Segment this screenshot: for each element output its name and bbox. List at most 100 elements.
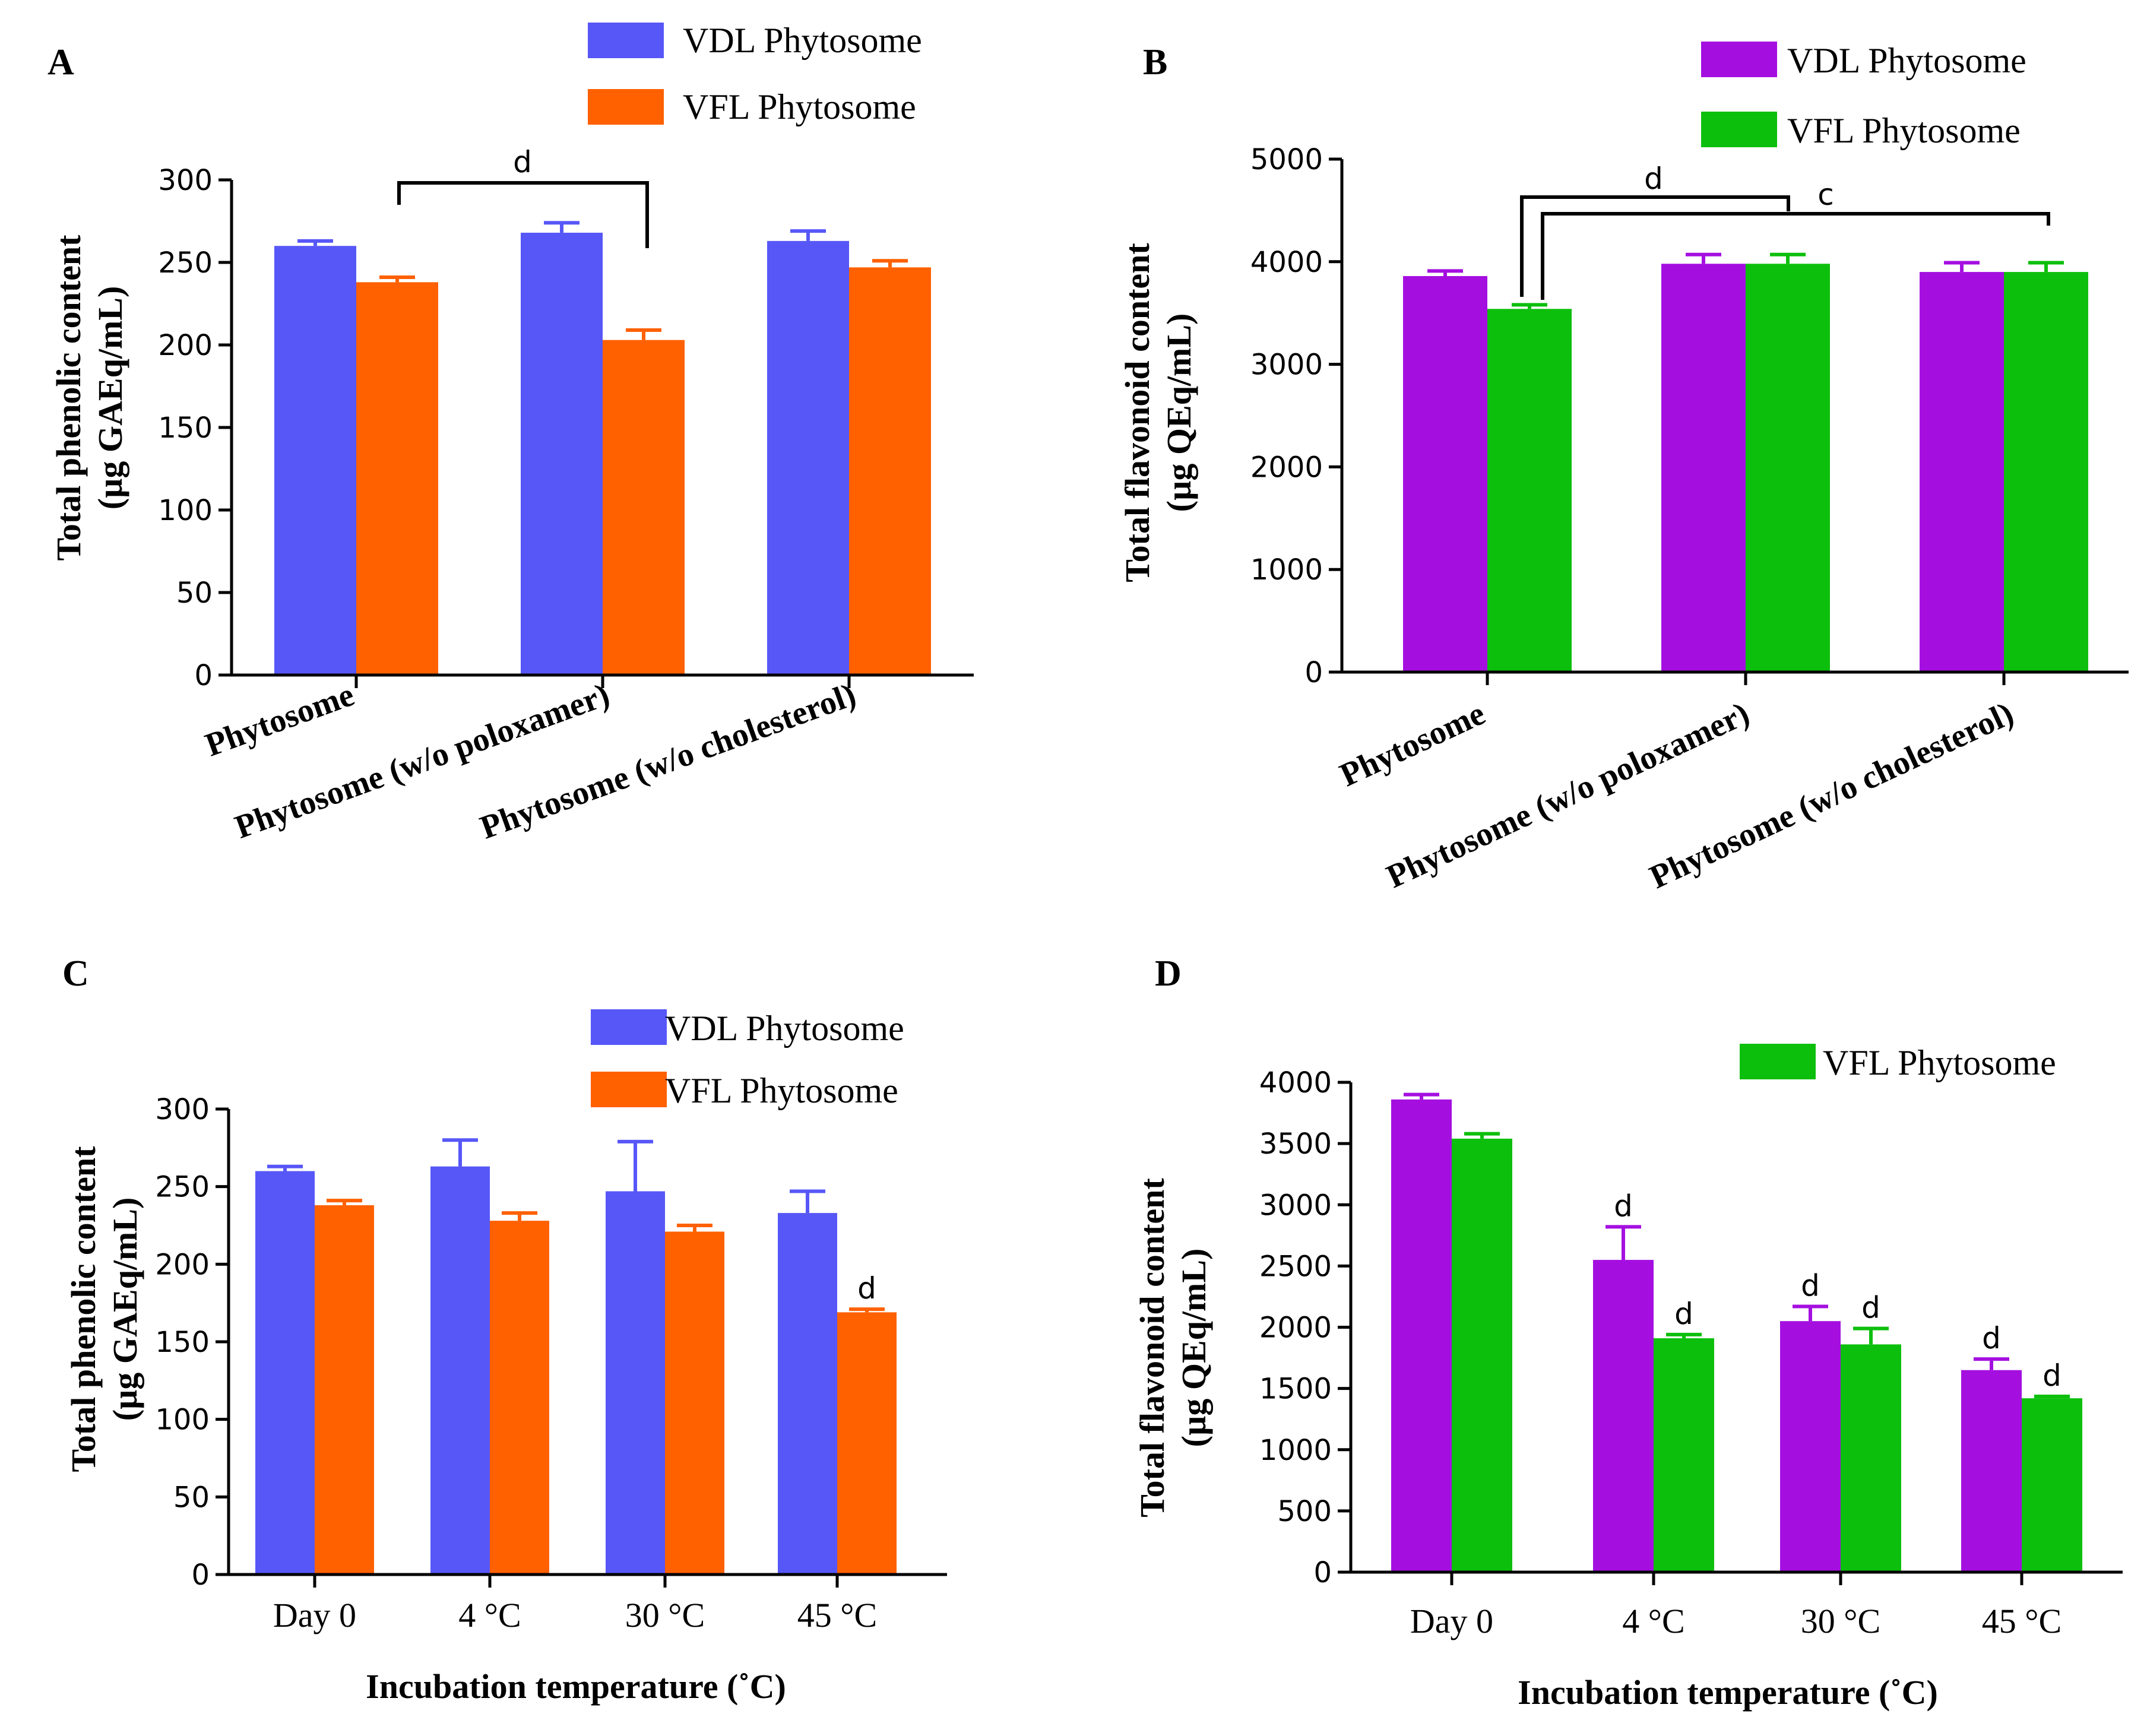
panel-c-legend: VDL Phytosome VFL Phytosome (591, 1009, 904, 1110)
bar (665, 1231, 724, 1575)
bar (767, 240, 849, 675)
panel-c-label: C (62, 953, 89, 994)
y-tick-label: 1500 (1259, 1373, 1332, 1406)
y-tick-label: 100 (155, 1404, 210, 1437)
significance-bracket (397, 181, 649, 248)
y-tick-label: 500 (1277, 1495, 1332, 1528)
panel-b-significance: d c (1520, 161, 2050, 300)
y-tick-label: 0 (1304, 656, 1323, 689)
panel-b-plot: 0 1000 2000 3000 4000 5000 (1250, 143, 2129, 689)
bar (1452, 1138, 1512, 1572)
bar (606, 1191, 665, 1575)
bar (255, 1171, 315, 1575)
significance-bracket-c (1541, 212, 2050, 300)
bar-significance-label: d (2042, 1358, 2062, 1393)
ylabel-line2: (µg GAEq/mL) (91, 286, 129, 510)
bar (849, 267, 931, 676)
panel-c-plot: 0 50 100 150 200 250 300 Day 0 4 °C 30 °C 45 °C d (155, 1093, 947, 1634)
category-label: 4 °C (458, 1596, 521, 1634)
legend-vfl-label: VFL Phytosome (683, 87, 916, 126)
ylabel-line1: Total phenolic content (64, 1146, 103, 1472)
ylabel-line2: (µg QEq/mL) (1160, 313, 1198, 512)
y-tick-label: 2000 (1259, 1311, 1332, 1345)
bar-significance-label: d (1674, 1297, 1693, 1331)
bar-significance-label: d (1982, 1321, 2001, 1355)
legend-vfl-label: VFL Phytosome (1787, 111, 2021, 150)
bar (356, 282, 438, 675)
panel-d-legend: VFL Phytosome (1740, 1043, 2056, 1082)
legend-vfl-swatch (588, 89, 664, 125)
bar (603, 340, 685, 675)
bar (837, 1312, 897, 1575)
category-label: 45 °C (797, 1596, 877, 1634)
bar-significance-label: d (857, 1271, 876, 1306)
panel-b-categories: Phytosome Phytosome (w/o poloxamer) Phyt… (1334, 695, 2019, 896)
panel-a-label: A (48, 42, 74, 83)
y-tick-label: 0 (1313, 1556, 1332, 1589)
category-label: Phytosome (1334, 695, 1490, 794)
y-tick-label: 1000 (1259, 1434, 1332, 1467)
y-tick-label: 3500 (1259, 1127, 1332, 1161)
y-tick-label: 300 (158, 164, 213, 197)
legend-vfl-label: VFL Phytosome (1823, 1043, 2056, 1082)
panel-d-label: D (1155, 953, 1182, 994)
y-tick-label: 2500 (1259, 1250, 1332, 1283)
y-tick-label: 100 (158, 494, 213, 527)
y-tick-label: 5000 (1250, 143, 1323, 176)
legend-vdl-swatch (588, 23, 664, 58)
bar-significance-label: d (1801, 1268, 1820, 1303)
bar (315, 1205, 374, 1575)
bar (521, 232, 603, 676)
panel-a-categories: Phytosome Phytosome (w/o poloxamer) Phyt… (201, 676, 861, 847)
y-tick-label: 150 (158, 411, 213, 445)
panel-c: C VDL Phytosome VFL Phytosome Total phen… (62, 953, 947, 1706)
bar (1841, 1344, 1901, 1572)
bar (1654, 1338, 1714, 1572)
y-tick-label: 200 (158, 329, 213, 362)
bar (1391, 1099, 1452, 1572)
legend-vdl-label: VDL Phytosome (665, 1009, 904, 1048)
panel-b-label: B (1143, 42, 1167, 83)
panel-d-xlabel: Incubation temperature (˚C) (1518, 1673, 1938, 1712)
panel-c-ylabel: Total phenolic content (µg GAEq/mL) (64, 1146, 144, 1472)
legend-vfl-swatch (1701, 112, 1777, 147)
bar (2022, 1398, 2082, 1572)
y-tick-label: 150 (155, 1326, 210, 1359)
panel-a: A VDL Phytosome VFL Phytosome Total phen… (48, 21, 974, 847)
panel-d: D VFL Phytosome Total flavonoid content … (1133, 953, 2123, 1712)
panel-a-legend: VDL Phytosome VFL Phytosome (588, 21, 922, 126)
y-tick-label: 4000 (1259, 1066, 1332, 1100)
category-label: 4 °C (1622, 1602, 1684, 1640)
category-label: 30 °C (625, 1596, 705, 1634)
legend-vdl-swatch (1701, 42, 1777, 77)
ylabel-line2: (µg QEq/mL) (1174, 1249, 1213, 1447)
bar (1780, 1321, 1841, 1572)
y-tick-label: 200 (155, 1248, 210, 1281)
ylabel-line1: Total flavonoid content (1118, 243, 1157, 582)
bar (1661, 264, 1746, 673)
bar (2004, 272, 2088, 673)
panel-d-plot: 0 500 1000 1500 2000 2500 3000 3500 4000 Day 0 4 °… (1259, 1066, 2123, 1640)
legend-vfl-swatch (591, 1072, 667, 1107)
y-tick-label: 50 (173, 1481, 210, 1514)
y-tick-label: 1000 (1250, 553, 1323, 587)
y-tick-label: 2000 (1250, 451, 1323, 484)
y-tick-label: 250 (158, 246, 213, 280)
significance-label-c: c (1817, 178, 1834, 212)
bar (1920, 272, 2004, 673)
y-tick-label: 250 (155, 1171, 210, 1204)
bar (274, 246, 356, 675)
legend-vfl-label: VFL Phytosome (665, 1071, 898, 1110)
panel-b-ylabel: Total flavonoid content (µg QEq/mL) (1118, 243, 1198, 582)
bar (490, 1221, 549, 1575)
legend-vdl-swatch (591, 1009, 667, 1045)
bar (778, 1213, 837, 1575)
panel-b-legend: VDL Phytosome VFL Phytosome (1701, 41, 2026, 150)
bar (430, 1166, 490, 1575)
legend-vdl-label: VDL Phytosome (683, 21, 922, 60)
ylabel-line1: Total phenolic content (49, 235, 88, 561)
y-tick-label: 0 (194, 659, 213, 692)
y-tick-label: 4000 (1250, 246, 1323, 279)
bar (1593, 1260, 1654, 1572)
